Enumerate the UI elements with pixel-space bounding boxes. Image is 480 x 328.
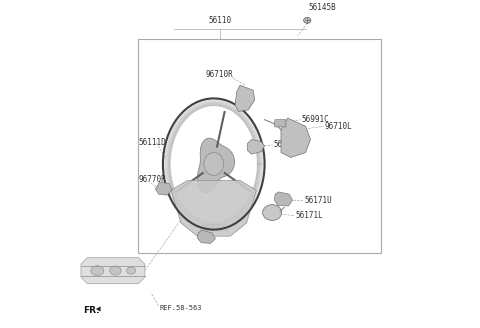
- Text: REF.58-563: REF.58-563: [160, 305, 202, 311]
- Ellipse shape: [304, 17, 311, 23]
- Polygon shape: [235, 85, 255, 112]
- Ellipse shape: [204, 153, 224, 175]
- Text: 56110: 56110: [209, 16, 232, 25]
- Text: FR.: FR.: [83, 306, 100, 316]
- Polygon shape: [275, 192, 292, 206]
- Text: 96770L: 96770L: [201, 224, 229, 233]
- Text: 96710R: 96710R: [205, 70, 233, 79]
- Text: 56200B: 56200B: [274, 140, 301, 150]
- Polygon shape: [156, 182, 172, 195]
- Text: 96770R: 96770R: [139, 175, 167, 184]
- Polygon shape: [247, 139, 264, 154]
- Ellipse shape: [109, 266, 121, 275]
- Ellipse shape: [263, 205, 282, 220]
- Text: 56111D: 56111D: [139, 138, 167, 147]
- Polygon shape: [281, 118, 311, 157]
- Text: 56171U: 56171U: [305, 195, 332, 205]
- Polygon shape: [96, 307, 100, 311]
- Text: 96710L: 96710L: [324, 122, 352, 131]
- Polygon shape: [171, 180, 256, 236]
- Ellipse shape: [127, 267, 136, 274]
- Text: 56991C: 56991C: [301, 115, 329, 124]
- Ellipse shape: [91, 266, 104, 276]
- Polygon shape: [197, 138, 235, 193]
- Text: 56145B: 56145B: [309, 3, 336, 12]
- FancyBboxPatch shape: [275, 120, 286, 127]
- Polygon shape: [197, 230, 216, 243]
- Polygon shape: [81, 257, 145, 284]
- Text: 56171L: 56171L: [296, 211, 324, 220]
